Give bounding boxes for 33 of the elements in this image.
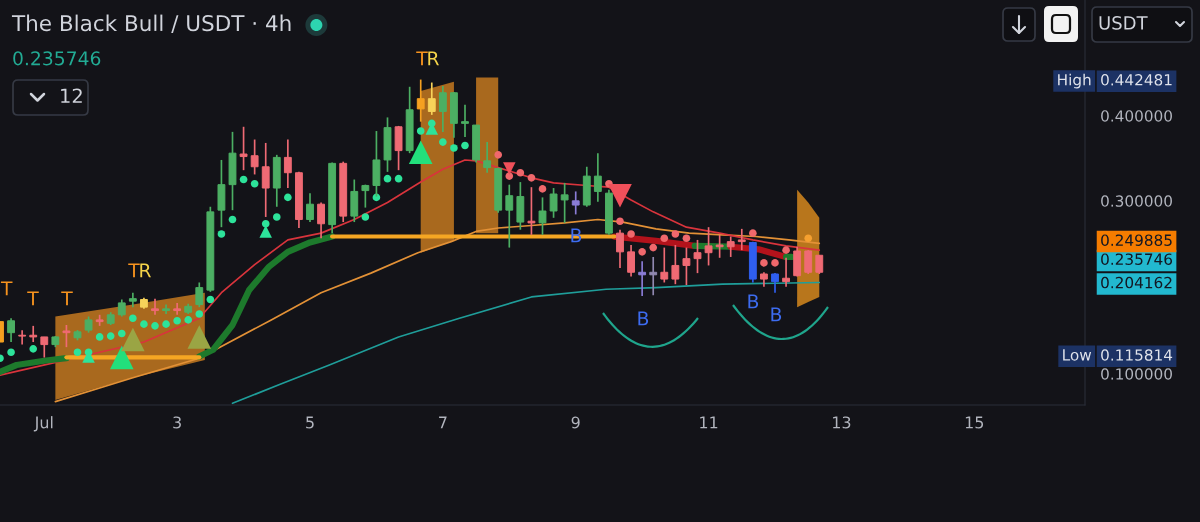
y-tick-label: 0.235746	[1101, 253, 1173, 265]
x-tick-label: 11	[700, 416, 718, 429]
x-tick-label: 9	[571, 416, 580, 429]
annotation: B	[748, 294, 759, 309]
annotation: T	[416, 51, 428, 66]
y-tick-label: 0.442481	[1101, 74, 1172, 86]
annotation: B	[638, 311, 649, 326]
y-tick-label: 0.204162	[1101, 276, 1172, 289]
text: 0.235746	[13, 51, 101, 66]
x-tick-label: 3	[173, 416, 181, 429]
x-tick-label: 13	[833, 416, 851, 429]
annotation: Low	[1063, 349, 1092, 361]
annotation: 12	[61, 88, 82, 103]
y-tick-label: 0.249885	[1101, 234, 1172, 246]
text: USDT	[1099, 16, 1148, 30]
annotation: T	[61, 291, 73, 306]
annotation: B	[571, 228, 582, 243]
x-tick-label: Jul	[33, 416, 53, 432]
annotation: T	[27, 291, 39, 306]
annotation: R	[140, 263, 151, 278]
text: The Black Bull / USDT · 4h	[11, 14, 291, 33]
y-tick-label: 0.300000	[1101, 195, 1172, 207]
y-tick-label: 0.400000	[1101, 110, 1172, 122]
x-tick-label: 7	[439, 416, 447, 429]
annotation: T	[128, 263, 140, 278]
x-tick-label: 15	[965, 416, 984, 429]
annotation: T	[0, 281, 13, 296]
annotation: R	[428, 51, 439, 66]
y-tick-label: 0.115814	[1101, 349, 1173, 361]
annotation: B	[771, 307, 782, 322]
y-tick-label: 0.100000	[1101, 368, 1172, 380]
annotation: High	[1058, 73, 1091, 89]
x-tick-label: 5	[306, 416, 314, 429]
